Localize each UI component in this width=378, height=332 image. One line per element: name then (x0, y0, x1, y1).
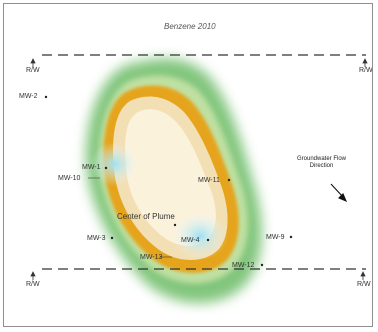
well-label-mw9: MW-9 (266, 234, 285, 241)
well-label-mw11: MW-11 (198, 177, 220, 184)
row-label-bottom-right: R/W (357, 281, 371, 288)
groundwater-flow-line-1: Groundwater Flow (297, 156, 347, 162)
well-label-mw2: MW-2 (19, 93, 38, 100)
well-marker-mw11 (227, 178, 231, 182)
well-label-mw4: MW-4 (181, 237, 200, 244)
groundwater-flow-line-2: Direction (309, 162, 334, 169)
well-label-mw3: MW-3 (87, 235, 106, 242)
well-label-mw1: MW-1 (82, 164, 101, 171)
plume-cream-core (125, 109, 216, 246)
well-label-mw13: MW-13 (140, 254, 163, 261)
well-marker-mw9 (289, 235, 293, 239)
row-label-top-left: R/W (26, 67, 40, 74)
row-arrow-bottom-right (360, 271, 366, 280)
well-marker-mw4 (206, 238, 210, 242)
plume-blue-core-upper (90, 142, 138, 186)
well-label-mw12: MW-12 (232, 262, 255, 269)
map-title: Benzene 2010 (164, 22, 216, 31)
well-label-mw10: MW-10 (58, 175, 81, 182)
row-arrow-bottom-left (30, 271, 36, 280)
row-label-bottom-left: R/W (26, 281, 40, 288)
well-marker-mw2 (44, 95, 48, 99)
center-of-plume-label: Center of Plume (117, 212, 175, 221)
row-arrow-top-right (362, 58, 368, 67)
map-frame: Benzene 2010 R/W R/W R/W R/W MW-2 MW-1 M… (3, 3, 373, 327)
well-marker-mw3 (110, 236, 114, 240)
plume-blue-core-lower (172, 212, 228, 260)
groundwater-flow-arrow (330, 183, 348, 203)
well-marker-mw12 (260, 263, 264, 267)
well-marker-mw1 (104, 166, 108, 170)
groundwater-flow-label: Groundwater Flow Direction (297, 156, 346, 170)
plume-map-graphic (30, 54, 368, 304)
row-label-top-right: R/W (359, 67, 373, 74)
center-of-plume-marker (173, 223, 177, 227)
row-arrow-top-left (30, 58, 36, 67)
